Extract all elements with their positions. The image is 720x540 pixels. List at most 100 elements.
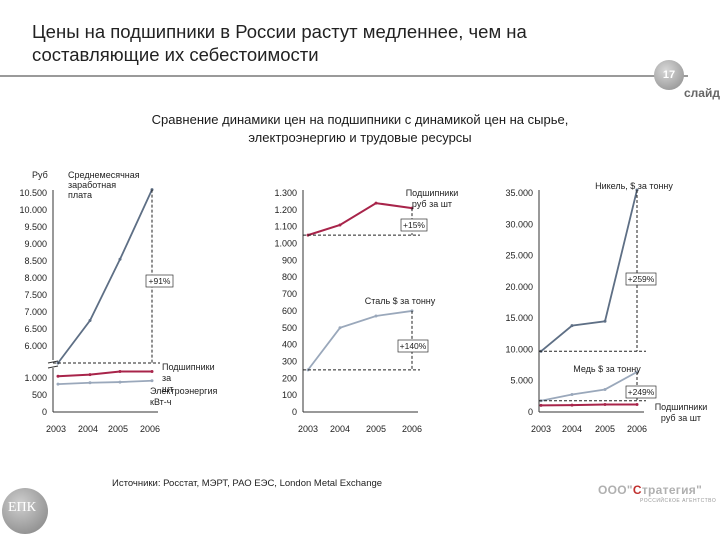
annotation-box xyxy=(625,272,657,286)
x-tick-label: 2005 xyxy=(108,424,128,434)
logo-tagline: РОССИЙСКОЕ АГЕНТСТВО xyxy=(640,498,717,504)
data-point-electricity xyxy=(56,382,60,386)
data-point-bearings xyxy=(88,373,92,377)
chart-nickel-copper: 0 5.000 10.000 15.000 20.000 25.000 30.000 35.0… xyxy=(505,181,707,434)
data-point-bearings xyxy=(150,370,154,374)
y-tick-label: 8.000 xyxy=(24,273,47,283)
y-tick-label: 800 xyxy=(282,272,297,282)
slide-number-badge: 17 xyxy=(654,60,684,90)
data-point-copper xyxy=(570,392,574,396)
y-tick-label: 15.000 xyxy=(505,313,533,323)
growth-annotation: +15% xyxy=(403,220,425,230)
series-line-electricity xyxy=(57,379,153,386)
data-point-bearings xyxy=(374,201,378,205)
data-point-nickel xyxy=(603,319,607,323)
title-divider xyxy=(0,75,688,77)
data-point-copper xyxy=(603,387,607,391)
legend-label-electricity: Электроэнергия xyxy=(150,386,217,396)
y-tick-label: 0 xyxy=(42,407,47,417)
y-tick-label: 25.000 xyxy=(505,251,533,261)
growth-annotation: +140% xyxy=(400,341,427,351)
y-tick-label: 700 xyxy=(282,289,297,299)
x-tick-label: 2006 xyxy=(627,424,647,434)
chart-subtitle: Сравнение динамики цен на подшипники с д… xyxy=(151,112,569,145)
slide-title: Цены на подшипники в России растут медле… xyxy=(32,21,527,65)
source-note: Источники: Росстат, МЭРТ, РАО ЕЭС, Londo… xyxy=(112,478,383,489)
data-point-electricity xyxy=(150,379,154,383)
legend-label-bearings: Подшипники xyxy=(406,188,459,198)
legend-label-electricity: кВт-ч xyxy=(150,397,172,407)
legend-label-wages: Среднемесячная xyxy=(68,170,140,180)
data-point-bearings xyxy=(603,403,607,407)
data-point-bearings xyxy=(118,370,122,374)
y-tick-label: 30.000 xyxy=(505,219,533,229)
annotation-box xyxy=(145,274,174,288)
y-tick-label: 200 xyxy=(282,373,297,383)
y-tick-label: 300 xyxy=(282,356,297,366)
data-point-wages xyxy=(88,319,92,322)
y-tick-label: 35.000 xyxy=(505,188,533,198)
data-point-wages xyxy=(118,257,122,261)
legend-label-nickel: Никель, $ за тонну xyxy=(595,181,673,191)
data-point-electricity xyxy=(88,381,92,385)
series-line-wages xyxy=(57,189,153,364)
logo-accent: С xyxy=(632,483,642,497)
y-tick-label: 1.200 xyxy=(274,205,297,215)
annotation-box xyxy=(397,339,429,353)
y-tick-label: 10.000 xyxy=(19,205,47,215)
y-tick-label: 500 xyxy=(282,323,297,333)
annotation-box xyxy=(400,218,428,232)
y-tick-label: 1.100 xyxy=(274,222,297,232)
legend-label-bearings: руб за шт xyxy=(412,199,452,209)
y-tick-label: 10.000 xyxy=(505,344,533,354)
axis-break-mark xyxy=(47,365,59,369)
x-tick-label: 2003 xyxy=(298,424,318,434)
legend-label-bearings: Подшипники xyxy=(655,402,708,412)
x-tick-label: 2006 xyxy=(402,424,422,434)
x-tick-label: 2004 xyxy=(330,424,350,434)
data-point-electricity xyxy=(118,380,122,384)
series-line-copper xyxy=(540,371,638,402)
growth-annotation: +249% xyxy=(628,387,655,397)
chart-bearings-steel: 0 100 200 300 400 500 600 700 800 900 1.000 1.100 1.… xyxy=(274,188,458,434)
legend-label-bearings: Подшипники xyxy=(162,362,215,372)
x-tick-label: 2004 xyxy=(78,424,98,434)
annotation-box xyxy=(625,385,657,399)
y-tick-label: 600 xyxy=(282,306,297,316)
y-tick-label: 9.000 xyxy=(24,239,47,249)
series-line-bearings xyxy=(540,403,637,407)
series-line-bearings xyxy=(307,202,413,237)
axis-break-mark xyxy=(47,360,59,364)
slide-number-label: слайд xyxy=(684,86,720,100)
company-logo: ООО"Стратегия" xyxy=(598,483,702,497)
legend-label-bearings: шт xyxy=(162,384,173,394)
corner-logo-text: ЕПК xyxy=(8,500,36,515)
data-point-bearings xyxy=(338,223,342,227)
y-tick-label: 1.300 xyxy=(274,188,297,198)
y-tick-label: 7.500 xyxy=(24,290,47,300)
data-point-bearings xyxy=(56,374,60,378)
x-tick-label: 2004 xyxy=(562,424,582,434)
corner-logo-icon xyxy=(2,488,48,534)
y-tick-label: 5.000 xyxy=(510,376,533,386)
legend-label-wages: заработная xyxy=(68,180,116,190)
y-tick-label: 100 xyxy=(282,390,297,400)
x-tick-label: 2003 xyxy=(531,424,551,434)
data-point-nickel xyxy=(570,324,574,328)
y-tick-label: 900 xyxy=(282,255,297,265)
x-tick-label: 2003 xyxy=(46,424,66,434)
y-tick-label: 1.000 xyxy=(24,373,47,383)
y-tick-label: 8.500 xyxy=(24,256,47,266)
y-tick-label: 6.500 xyxy=(24,324,47,334)
growth-annotation: +91% xyxy=(149,276,171,286)
y-tick-label: 10.500 xyxy=(19,188,47,198)
y-tick-label: 20.000 xyxy=(505,282,533,292)
legend-label-bearings: за xyxy=(162,373,171,383)
legend-label-bearings: руб за шт xyxy=(661,413,701,423)
x-tick-label: 2005 xyxy=(366,424,386,434)
y-tick-label: 400 xyxy=(282,340,297,350)
y-tick-label: 1.000 xyxy=(274,239,297,249)
x-tick-label: 2006 xyxy=(140,424,160,434)
y-tick-label: 6.000 xyxy=(24,341,47,351)
